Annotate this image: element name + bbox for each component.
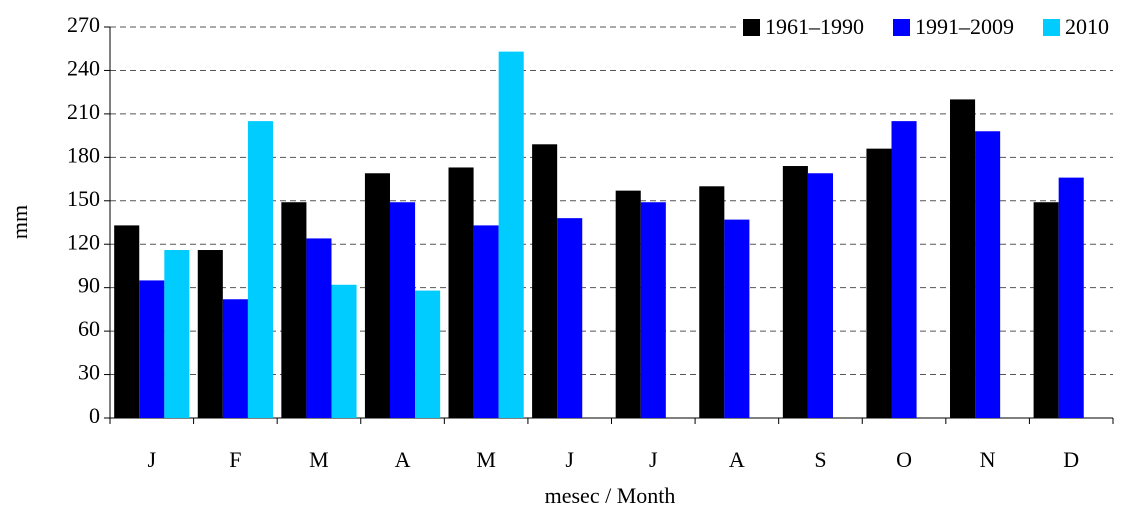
bar: [473, 225, 499, 418]
y-tick-label: 0: [89, 403, 100, 428]
bar: [164, 250, 190, 418]
bar: [1033, 202, 1059, 418]
bar: [975, 131, 1001, 418]
x-tick-label: J: [148, 447, 157, 472]
bar: [640, 202, 666, 418]
legend-swatch: [893, 19, 910, 36]
y-tick-label: 240: [67, 55, 100, 80]
x-tick-label: J: [565, 447, 574, 472]
x-tick-label: F: [229, 447, 241, 472]
x-axis-label: mesec / Month: [545, 483, 676, 508]
x-tick-label: D: [1063, 447, 1079, 472]
bar: [114, 225, 140, 418]
bar: [950, 99, 976, 418]
y-tick-label: 120: [67, 229, 100, 254]
bar: [1058, 177, 1084, 418]
y-tick-label: 150: [67, 186, 100, 211]
y-tick-label: 270: [67, 12, 100, 37]
y-tick-label: 180: [67, 142, 100, 167]
legend-swatch: [1043, 19, 1060, 36]
x-tick-label: A: [395, 447, 411, 472]
y-tick-label: 30: [78, 360, 100, 385]
x-tick-label: M: [476, 447, 496, 472]
x-tick-label: S: [814, 447, 826, 472]
bar: [724, 219, 750, 418]
bar: [866, 148, 892, 418]
bar: [532, 144, 558, 419]
x-tick-label: O: [896, 447, 912, 472]
y-tick-label: 60: [78, 316, 100, 341]
bar: [247, 121, 273, 418]
x-tick-label: M: [309, 447, 329, 472]
bar: [448, 167, 474, 418]
x-tick-label: N: [980, 447, 996, 472]
x-tick-label: A: [729, 447, 745, 472]
legend-label: 1961–1990: [765, 14, 864, 39]
bar: [390, 202, 416, 418]
bar: [891, 121, 917, 418]
bar: [197, 250, 223, 418]
bar: [807, 173, 833, 418]
bar: [281, 202, 307, 418]
bar: [306, 238, 332, 418]
bar: [782, 166, 808, 418]
bar: [699, 186, 725, 418]
y-tick-label: 90: [78, 273, 100, 298]
bar: [222, 299, 248, 418]
legend-label: 1991–2009: [915, 14, 1014, 39]
bar: [415, 290, 441, 418]
legend-label: 2010: [1065, 14, 1109, 39]
y-tick-label: 210: [67, 99, 100, 124]
legend-swatch: [743, 19, 760, 36]
bar: [139, 280, 165, 418]
bar: [364, 173, 391, 418]
bar: [615, 190, 641, 418]
bar: [498, 51, 524, 418]
y-axis-label: mm: [7, 205, 32, 239]
bar: [557, 218, 583, 418]
x-tick-label: J: [649, 447, 658, 472]
bar: [331, 284, 357, 418]
